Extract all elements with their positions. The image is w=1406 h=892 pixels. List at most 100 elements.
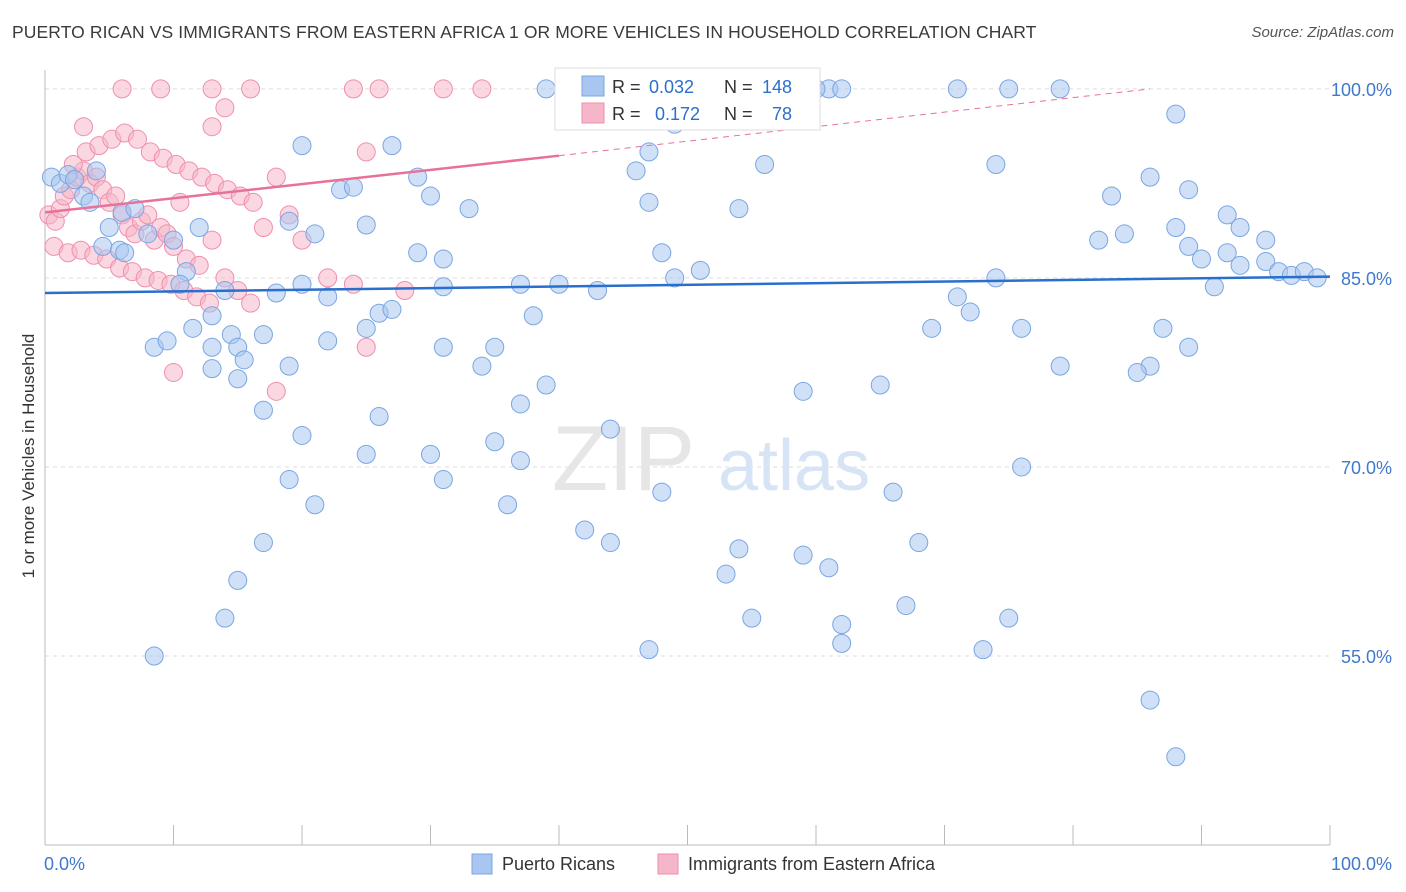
puerto-rican-point-101	[1089, 230, 1109, 250]
puerto-rican-point-13	[138, 224, 158, 244]
watermark: ZIP atlas	[552, 408, 870, 510]
puerto-rican-point-7	[99, 218, 119, 238]
bottom-legend-label-blue: Puerto Ricans	[502, 854, 615, 874]
puerto-rican-point-130	[292, 425, 312, 445]
puerto-rican-point-118	[575, 520, 595, 540]
legend-r-label-2: R =	[612, 104, 641, 124]
bottom-legend-swatch-pink	[657, 853, 679, 875]
puerto-rican-point-126	[832, 633, 852, 653]
puerto-rican-point-33	[382, 136, 402, 156]
puerto-rican-point-115	[421, 444, 440, 464]
puerto-rican-point-117	[498, 495, 518, 515]
legend-n-value-1: 148	[762, 77, 792, 97]
trend-line-eastern-africa	[44, 154, 560, 214]
puerto-rican-point-113	[485, 432, 505, 452]
puerto-rican-point-112	[600, 419, 620, 439]
puerto-rican-point-69	[832, 79, 852, 99]
puerto-rican-point-35	[421, 186, 440, 206]
puerto-rican-point-80	[1140, 167, 1160, 187]
eastern-africa-point-74	[215, 98, 235, 118]
puerto-rican-point-81	[1102, 186, 1122, 206]
puerto-rican-point-85	[1179, 236, 1199, 256]
eastern-africa-point-62	[472, 79, 492, 99]
legend-r-value-2: 0.172	[655, 104, 700, 124]
puerto-rican-point-63	[536, 79, 556, 99]
eastern-africa-point-59	[343, 79, 363, 99]
puerto-rican-point-127	[832, 614, 852, 634]
puerto-rican-point-54	[510, 274, 530, 294]
puerto-rican-point-100	[1114, 224, 1134, 244]
puerto-rican-point-122	[793, 545, 813, 565]
puerto-rican-point-53	[472, 356, 492, 376]
puerto-rican-point-56	[549, 274, 569, 294]
eastern-africa-point-56	[151, 79, 171, 99]
legend-swatch-blue	[581, 75, 605, 97]
bottom-legend: Puerto Ricans Immigrants from Eastern Af…	[471, 853, 936, 875]
puerto-rican-point-72	[793, 381, 813, 401]
puerto-rican-point-95	[1230, 218, 1250, 238]
bottom-legend-label-pink: Immigrants from Eastern Africa	[688, 854, 936, 874]
puerto-rican-point-10	[93, 236, 113, 256]
puerto-rican-point-51	[433, 337, 453, 357]
puerto-rican-point-46	[356, 318, 376, 338]
puerto-rican-point-96	[1256, 230, 1276, 250]
puerto-rican-point-131	[369, 407, 389, 427]
eastern-africa-point-64	[266, 167, 286, 187]
puerto-rican-point-109	[690, 260, 710, 280]
puerto-rican-point-79	[1166, 104, 1186, 124]
y-tick-label-0: 100.0%	[1331, 80, 1392, 100]
puerto-rican-point-108	[665, 268, 685, 288]
puerto-rican-point-136	[228, 570, 248, 590]
puerto-rican-point-103	[1012, 318, 1032, 338]
puerto-rican-point-82	[1179, 180, 1199, 200]
puerto-rican-point-24	[202, 337, 222, 357]
puerto-rican-point-50	[228, 369, 248, 389]
eastern-africa-point-55	[243, 192, 263, 212]
stats-legend: R = 0.032 N = 148 R = 0.172 N = 78	[554, 67, 821, 131]
legend-n-label-2: N =	[724, 104, 753, 124]
puerto-rican-point-57	[588, 281, 608, 301]
puerto-rican-point-135	[253, 533, 273, 553]
eastern-africa-point-69	[343, 274, 363, 294]
puerto-rican-point-104	[960, 302, 980, 322]
pink-series-points	[39, 79, 492, 401]
puerto-rican-point-105	[1127, 362, 1147, 382]
puerto-rican-point-139	[1012, 457, 1032, 477]
puerto-rican-point-121	[729, 539, 749, 559]
puerto-rican-point-114	[510, 451, 530, 471]
puerto-rican-point-27	[202, 359, 222, 379]
puerto-rican-point-86	[1192, 249, 1211, 269]
puerto-rican-point-19	[202, 306, 222, 326]
y-tick-label-1: 85.0%	[1341, 269, 1392, 289]
puerto-rican-point-107	[870, 375, 890, 395]
puerto-rican-point-29	[292, 136, 312, 156]
puerto-rican-point-52	[485, 337, 505, 357]
puerto-rican-point-23	[157, 331, 177, 351]
eastern-africa-point-72	[164, 362, 183, 382]
puerto-rican-point-142	[999, 608, 1019, 628]
axes	[44, 70, 1331, 846]
puerto-rican-point-134	[305, 495, 325, 515]
legend-n-value-2: 78	[772, 104, 792, 124]
puerto-rican-point-41	[318, 287, 338, 307]
eastern-africa-point-11	[106, 186, 126, 206]
bottom-legend-swatch-blue	[471, 853, 493, 875]
puerto-rican-point-138	[144, 646, 164, 666]
x-tick-label-left: 0.0%	[44, 854, 85, 874]
puerto-rican-point-144	[973, 640, 993, 660]
eastern-africa-point-68	[318, 268, 338, 288]
puerto-rican-point-77	[986, 155, 1006, 175]
legend-r-label-1: R =	[612, 77, 641, 97]
puerto-rican-point-110	[536, 375, 556, 395]
eastern-africa-point-63	[356, 142, 376, 162]
puerto-rican-point-38	[408, 243, 428, 263]
watermark-zip: ZIP	[552, 408, 695, 510]
puerto-rican-point-12	[115, 243, 135, 263]
puerto-rican-point-133	[279, 470, 299, 490]
puerto-rican-point-98	[1179, 337, 1199, 357]
puerto-rican-point-30	[279, 211, 299, 231]
y-axis-label: 1 or more Vehicles in Household	[19, 334, 38, 579]
puerto-rican-point-119	[652, 482, 672, 502]
puerto-rican-point-89	[1256, 252, 1276, 272]
